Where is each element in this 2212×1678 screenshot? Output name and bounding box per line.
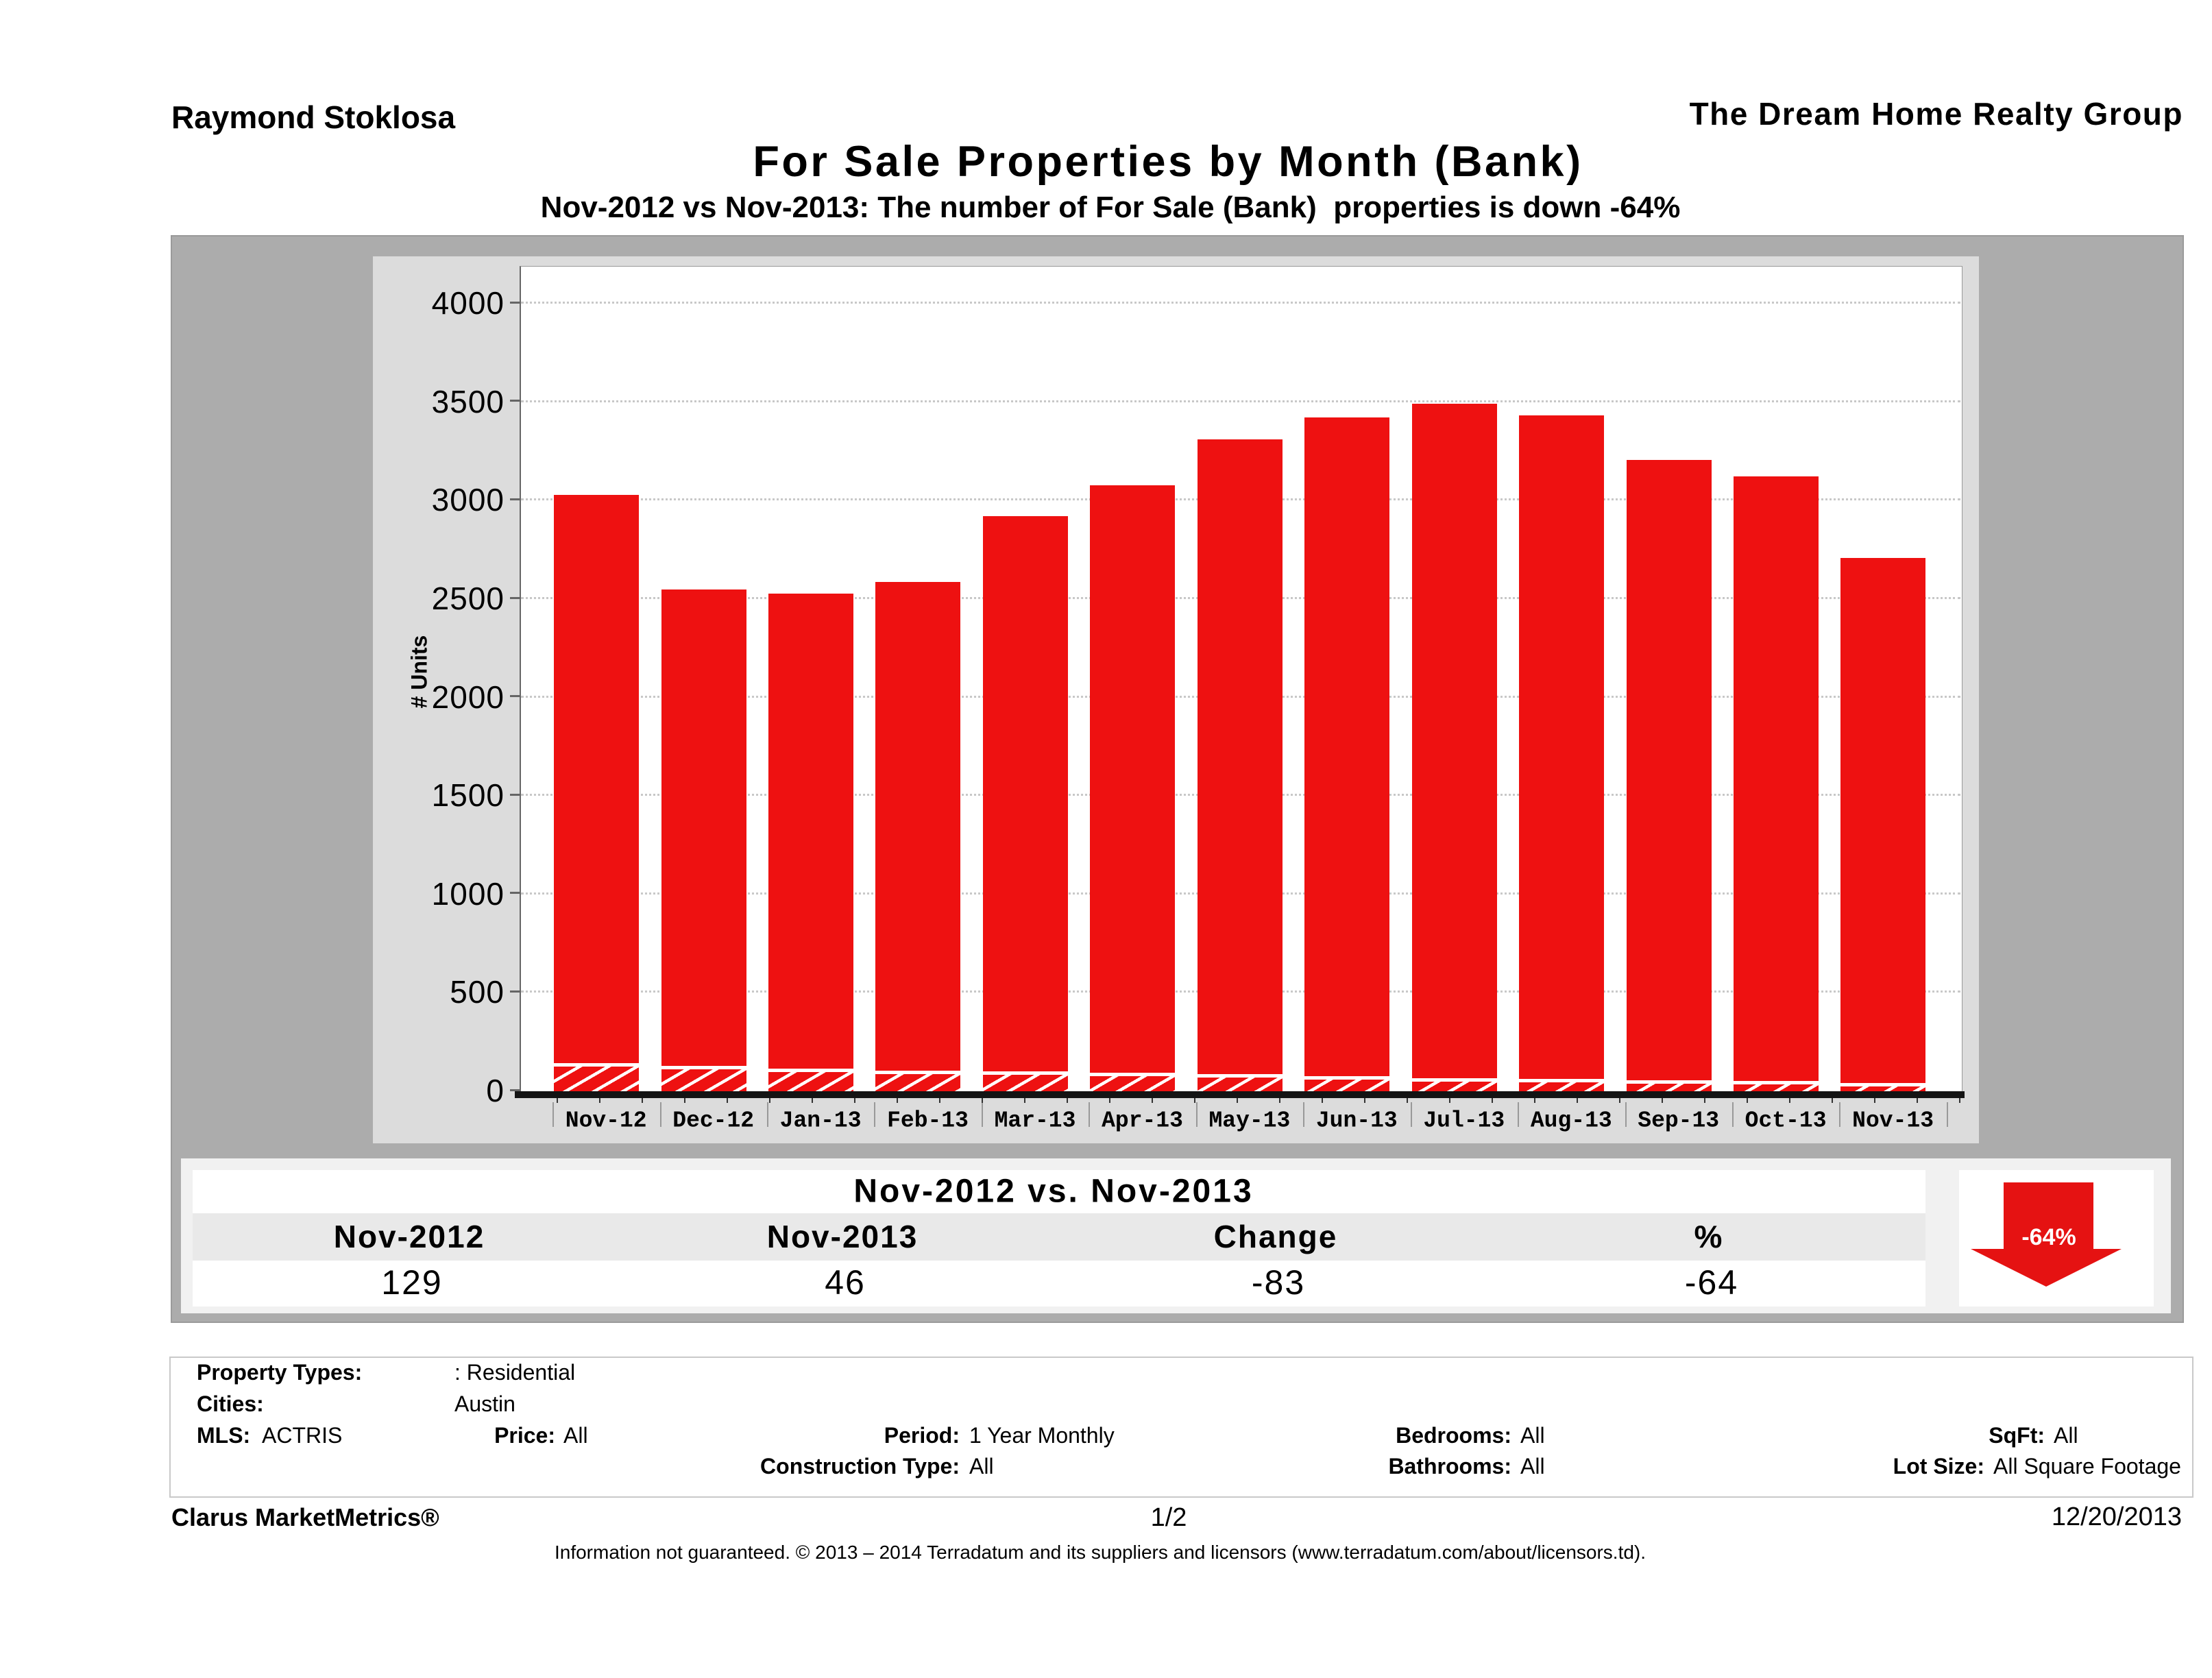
- svg-text:-64%: -64%: [2021, 1224, 2076, 1250]
